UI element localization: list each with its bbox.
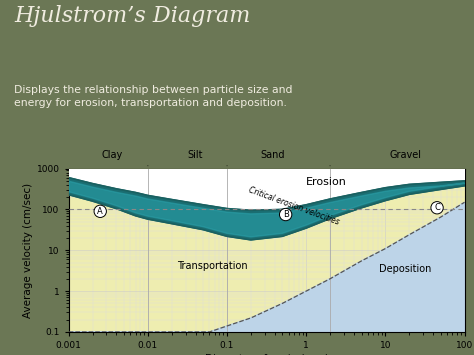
- Text: Clay: Clay: [101, 150, 122, 160]
- Text: B: B: [283, 210, 289, 219]
- Text: Erosion: Erosion: [306, 177, 347, 187]
- Polygon shape: [69, 186, 465, 332]
- Text: Sand: Sand: [261, 150, 285, 160]
- X-axis label: Diameter of grain (mm): Diameter of grain (mm): [205, 354, 328, 355]
- Polygon shape: [69, 202, 465, 332]
- Text: Deposition: Deposition: [379, 264, 432, 274]
- Text: Hjulstrom’s Diagram: Hjulstrom’s Diagram: [14, 5, 251, 27]
- Text: A: A: [97, 207, 103, 216]
- Text: Transportation: Transportation: [177, 261, 247, 271]
- Text: Silt: Silt: [188, 150, 203, 160]
- Text: Critical erosion velocities: Critical erosion velocities: [247, 186, 340, 227]
- Polygon shape: [69, 178, 465, 240]
- Text: Gravel: Gravel: [390, 150, 421, 160]
- Text: C: C: [434, 203, 440, 212]
- Polygon shape: [69, 181, 465, 237]
- Text: Displays the relationship between particle size and
energy for erosion, transpor: Displays the relationship between partic…: [14, 85, 293, 108]
- Polygon shape: [69, 169, 465, 211]
- Y-axis label: Average velocity (cm/sec): Average velocity (cm/sec): [23, 183, 33, 318]
